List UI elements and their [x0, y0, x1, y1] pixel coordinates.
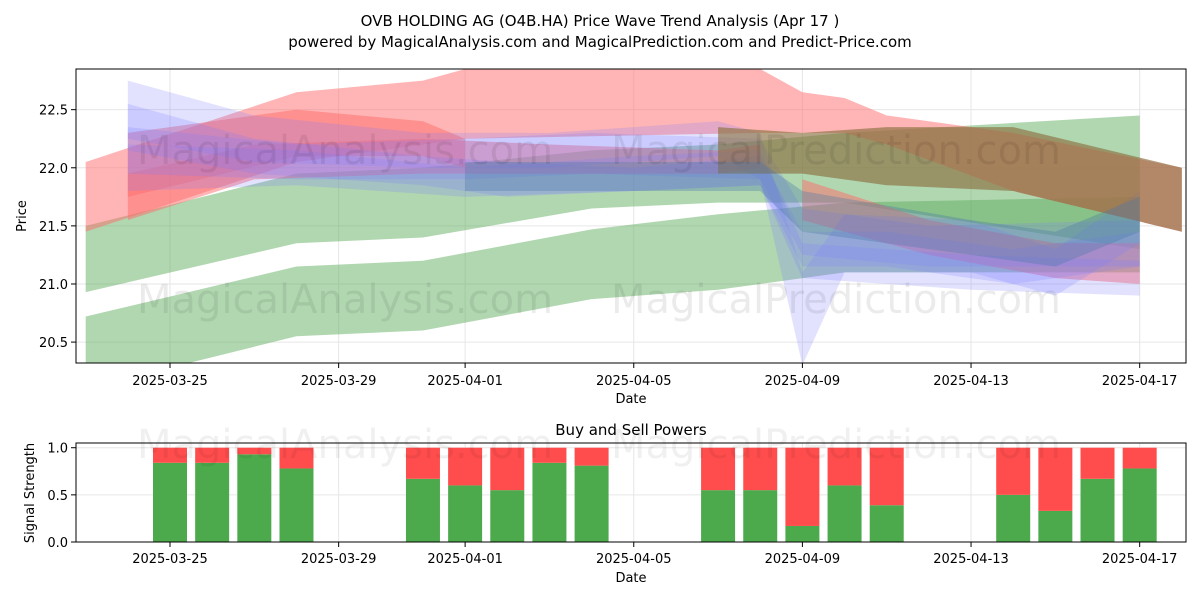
- price-band-blue: [127, 144, 1140, 296]
- sell-bar: [785, 447, 820, 526]
- price-band-layer: [85, 69, 1182, 363]
- price-bands: [85, 69, 1182, 363]
- price-y-tick-label: 22.5: [39, 104, 68, 119]
- buy-sell-y-ticks: 0.0 0.5 1.0: [47, 442, 76, 551]
- sell-bar: [448, 447, 483, 486]
- price-y-ticks: 20.5 21.0 21.5 22.0 22.5: [39, 104, 76, 351]
- price-y-axis-label: Price: [15, 200, 30, 232]
- price-x-tick-label: 2025-03-25: [132, 374, 208, 389]
- buy-sell-x-tick-label: 2025-04-13: [933, 552, 1009, 567]
- watermark-analysis-bottom: MagicalAnalysis.com: [137, 422, 553, 468]
- price-band-brown: [718, 127, 1182, 232]
- buy-bar: [532, 462, 567, 542]
- buy-sell-x-tick-label: 2025-04-17: [1102, 552, 1178, 567]
- price-band-red: [85, 69, 1182, 232]
- price-x-ticks: 2025-03-25 2025-03-29 2025-04-01 2025-04-05…: [132, 363, 1177, 389]
- buy-bar: [785, 525, 820, 542]
- buy-sell-x-ticks: 2025-03-25 2025-03-29 2025-04-01 2025-04-05…: [132, 542, 1177, 567]
- buy-sell-title: Buy and Sell Powers: [555, 421, 707, 439]
- price-x-tick-label: 2025-04-05: [596, 374, 672, 389]
- buy-bar: [1080, 478, 1115, 542]
- buy-bar: [490, 490, 525, 542]
- sell-bar: [743, 447, 778, 491]
- buy-bar: [1122, 468, 1157, 542]
- price-x-axis-label: Date: [615, 392, 646, 407]
- sell-bar: [996, 447, 1031, 495]
- buy-sell-bars: [153, 447, 1157, 542]
- sell-bar: [1080, 447, 1115, 479]
- chart-subtitle: powered by MagicalAnalysis.com and Magic…: [288, 33, 912, 51]
- sell-bar: [827, 447, 862, 486]
- sell-bar: [405, 447, 440, 479]
- buy-bar: [195, 462, 230, 542]
- price-y-tick-label: 21.0: [39, 278, 68, 293]
- buy-bar: [701, 490, 736, 542]
- price-x-tick-label: 2025-04-09: [765, 374, 841, 389]
- chart-title: OVB HOLDING AG (O4B.HA) Price Wave Trend…: [361, 12, 840, 30]
- price-x-tick-label: 2025-04-17: [1102, 374, 1178, 389]
- sell-bar: [701, 447, 736, 491]
- sell-bar: [279, 447, 314, 469]
- price-watermarks: MagicalAnalysis.com MagicalPrediction.co…: [137, 128, 1061, 323]
- buy-sell-x-tick-label: 2025-04-05: [596, 552, 672, 567]
- sell-bar: [195, 447, 230, 463]
- watermark-prediction-top: MagicalPrediction.com: [611, 128, 1061, 174]
- price-y-tick-label: 22.0: [39, 162, 68, 177]
- price-band-blue: [127, 103, 1140, 284]
- buy-bar: [743, 490, 778, 542]
- watermark-analysis-mid: MagicalAnalysis.com: [137, 277, 553, 323]
- buy-bar: [237, 454, 272, 542]
- sell-bar: [1038, 447, 1073, 511]
- buy-sell-y-axis-label: Signal Strength: [23, 443, 38, 543]
- buy-sell-plot: Buy and Sell Powers MagicalAnalysis.com …: [23, 421, 1187, 586]
- price-y-tick-label: 21.5: [39, 220, 68, 235]
- price-wave-plot: MagicalAnalysis.com MagicalPrediction.co…: [15, 68, 1187, 407]
- buy-sell-x-tick-label: 2025-04-01: [427, 552, 503, 567]
- buy-sell-x-tick-label: 2025-03-29: [301, 552, 377, 567]
- buy-sell-x-tick-label: 2025-04-09: [765, 552, 841, 567]
- buy-bar: [448, 485, 483, 542]
- price-band-blue: [127, 127, 1140, 267]
- buy-bar: [1038, 510, 1073, 542]
- buy-sell-y-tick-label: 1.0: [47, 442, 68, 457]
- price-band-blue: [127, 80, 1140, 363]
- sell-bar: [490, 447, 525, 491]
- price-x-tick-label: 2025-04-01: [427, 374, 503, 389]
- price-band-steel: [465, 161, 1140, 267]
- buy-bar: [996, 494, 1031, 542]
- buy-sell-x-axis-label: Date: [615, 571, 646, 586]
- buy-bar: [827, 485, 862, 542]
- price-y-tick-label: 20.5: [39, 336, 68, 351]
- buy-sell-y-tick-label: 0.5: [47, 489, 68, 504]
- buy-sell-plot-frame: [75, 442, 1187, 543]
- price-plot-frame: [75, 68, 1187, 364]
- buy-bar: [574, 465, 609, 542]
- sell-bar: [153, 447, 187, 463]
- sell-bar: [574, 447, 609, 466]
- watermark-prediction-mid: MagicalPrediction.com: [611, 277, 1061, 323]
- buy-bar: [869, 505, 904, 542]
- price-band-red: [127, 109, 466, 197]
- price-x-tick-label: 2025-03-29: [301, 374, 377, 389]
- buy-bar: [153, 462, 187, 542]
- buy-bar: [405, 478, 440, 542]
- sell-bar: [869, 447, 904, 506]
- watermark-prediction-bottom: MagicalPrediction.com: [611, 422, 1061, 468]
- price-band-red: [127, 138, 761, 221]
- watermark-analysis-top: MagicalAnalysis.com: [137, 128, 553, 174]
- price-band-red: [802, 179, 1140, 284]
- buy-bar: [279, 468, 314, 542]
- price-x-tick-label: 2025-04-13: [933, 374, 1009, 389]
- sell-bar: [532, 447, 567, 463]
- buy-sell-x-tick-label: 2025-03-25: [132, 552, 208, 567]
- sell-bar: [1122, 447, 1157, 469]
- sell-bar: [237, 447, 272, 455]
- buy-sell-y-tick-label: 0.0: [47, 536, 68, 551]
